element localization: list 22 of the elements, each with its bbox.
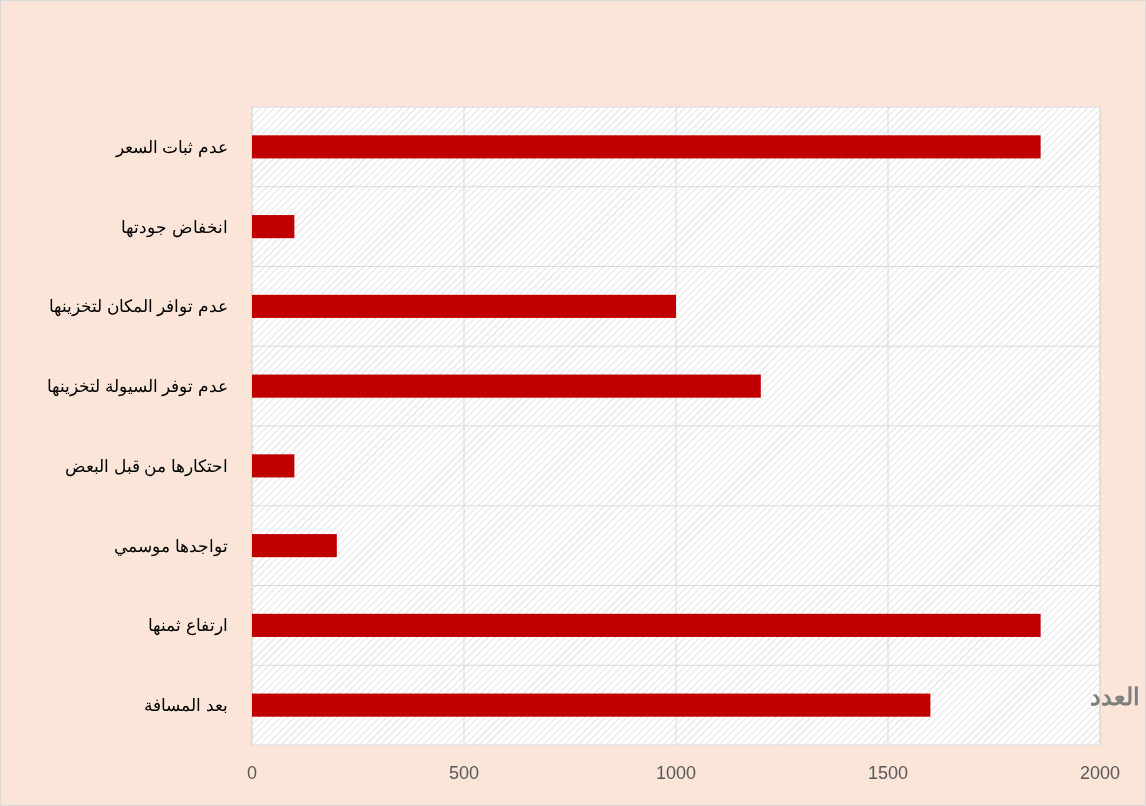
y-tick-label: عدم ثبات السعر (114, 137, 228, 158)
bar (252, 215, 295, 239)
y-tick-label: احتكارها من قبل البعض (64, 456, 228, 477)
x-axis-title: العدد (1090, 683, 1140, 710)
bar (252, 613, 1041, 637)
bar (252, 693, 931, 717)
y-tick-label: تواجدها موسمي (114, 536, 228, 557)
y-tick-label: ارتفاع ثمنها (148, 616, 228, 637)
y-tick-label: عدم توفر السيولة لتخزينها (46, 377, 228, 398)
bar (252, 294, 676, 318)
y-tick-label: عدم توافر المكان لتخزينها (48, 297, 228, 318)
bar (252, 534, 337, 558)
x-tick-label: 0 (246, 763, 258, 783)
x-tick-label: 1000 (655, 763, 697, 783)
y-tick-label: انخفاض جودتها (121, 217, 228, 238)
x-tick-label: 500 (448, 763, 480, 783)
bar (252, 374, 761, 398)
x-tick-label: 2000 (1079, 763, 1121, 783)
y-tick-label: بعد المسافة (144, 696, 228, 716)
bar (252, 454, 295, 478)
x-tick-label: 1500 (867, 763, 909, 783)
bar (252, 135, 1041, 159)
